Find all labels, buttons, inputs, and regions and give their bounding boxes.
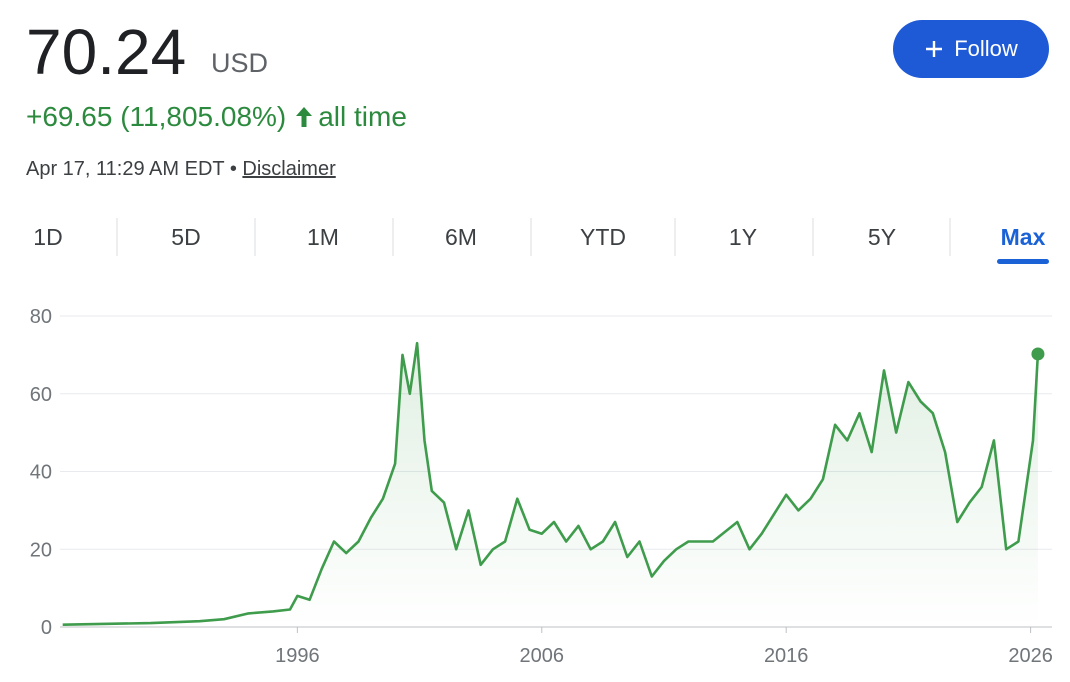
last-point [1031, 347, 1045, 361]
range-tab[interactable]: 5Y [868, 224, 896, 250]
y-tick-label: 20 [30, 539, 52, 561]
x-tick-label: 2016 [764, 645, 809, 667]
y-tick-label: 0 [41, 617, 52, 639]
change: +69.65 (11,805.08%) [26, 101, 287, 132]
change-row: +69.65 (11,805.08%) all time [26, 101, 407, 133]
plus-icon [926, 41, 943, 57]
currency: USD [211, 48, 269, 78]
line [62, 341, 1040, 626]
separator: • [229, 158, 237, 180]
range-tab[interactable]: 1Y [729, 224, 757, 250]
up-arrow-icon [296, 107, 313, 127]
price: 70.24 [26, 16, 187, 88]
y-tick-label: 60 [30, 384, 52, 406]
x-tick-label: 1996 [275, 645, 320, 667]
y-tick-label: 40 [30, 462, 52, 484]
meta-row: Apr 17, 11:29 AM EDT • Disclaimer [26, 158, 336, 181]
range-tab[interactable]: 1M [307, 224, 339, 250]
period: all time [318, 101, 407, 132]
timestamp: Apr 17, 11:29 AM EDT [26, 158, 225, 180]
follow-label: Follow [954, 36, 1018, 61]
y-tick-label: 80 [30, 306, 52, 328]
range-tab[interactable]: YTD [580, 224, 626, 250]
area [62, 343, 1038, 627]
chart: 0 20 40 60 80 1996 2006 2016 2026 [30, 306, 1053, 667]
range-tab[interactable]: 5D [171, 224, 200, 250]
follow-button[interactable]: Follow [893, 20, 1049, 78]
range-tab[interactable]: 6M [445, 224, 477, 250]
active-tab-indicator [997, 259, 1049, 264]
range-tab[interactable]: Max [1001, 224, 1046, 250]
disclaimer-link[interactable]: Disclaimer [242, 158, 336, 180]
x-tick-label: 2006 [520, 645, 565, 667]
x-tick-label: 2026 [1008, 645, 1053, 667]
range-tab[interactable]: 1D [33, 224, 62, 250]
range-tabs: 1D 5D 1M 6M YTD 1Y 5Y Max [33, 218, 1049, 264]
